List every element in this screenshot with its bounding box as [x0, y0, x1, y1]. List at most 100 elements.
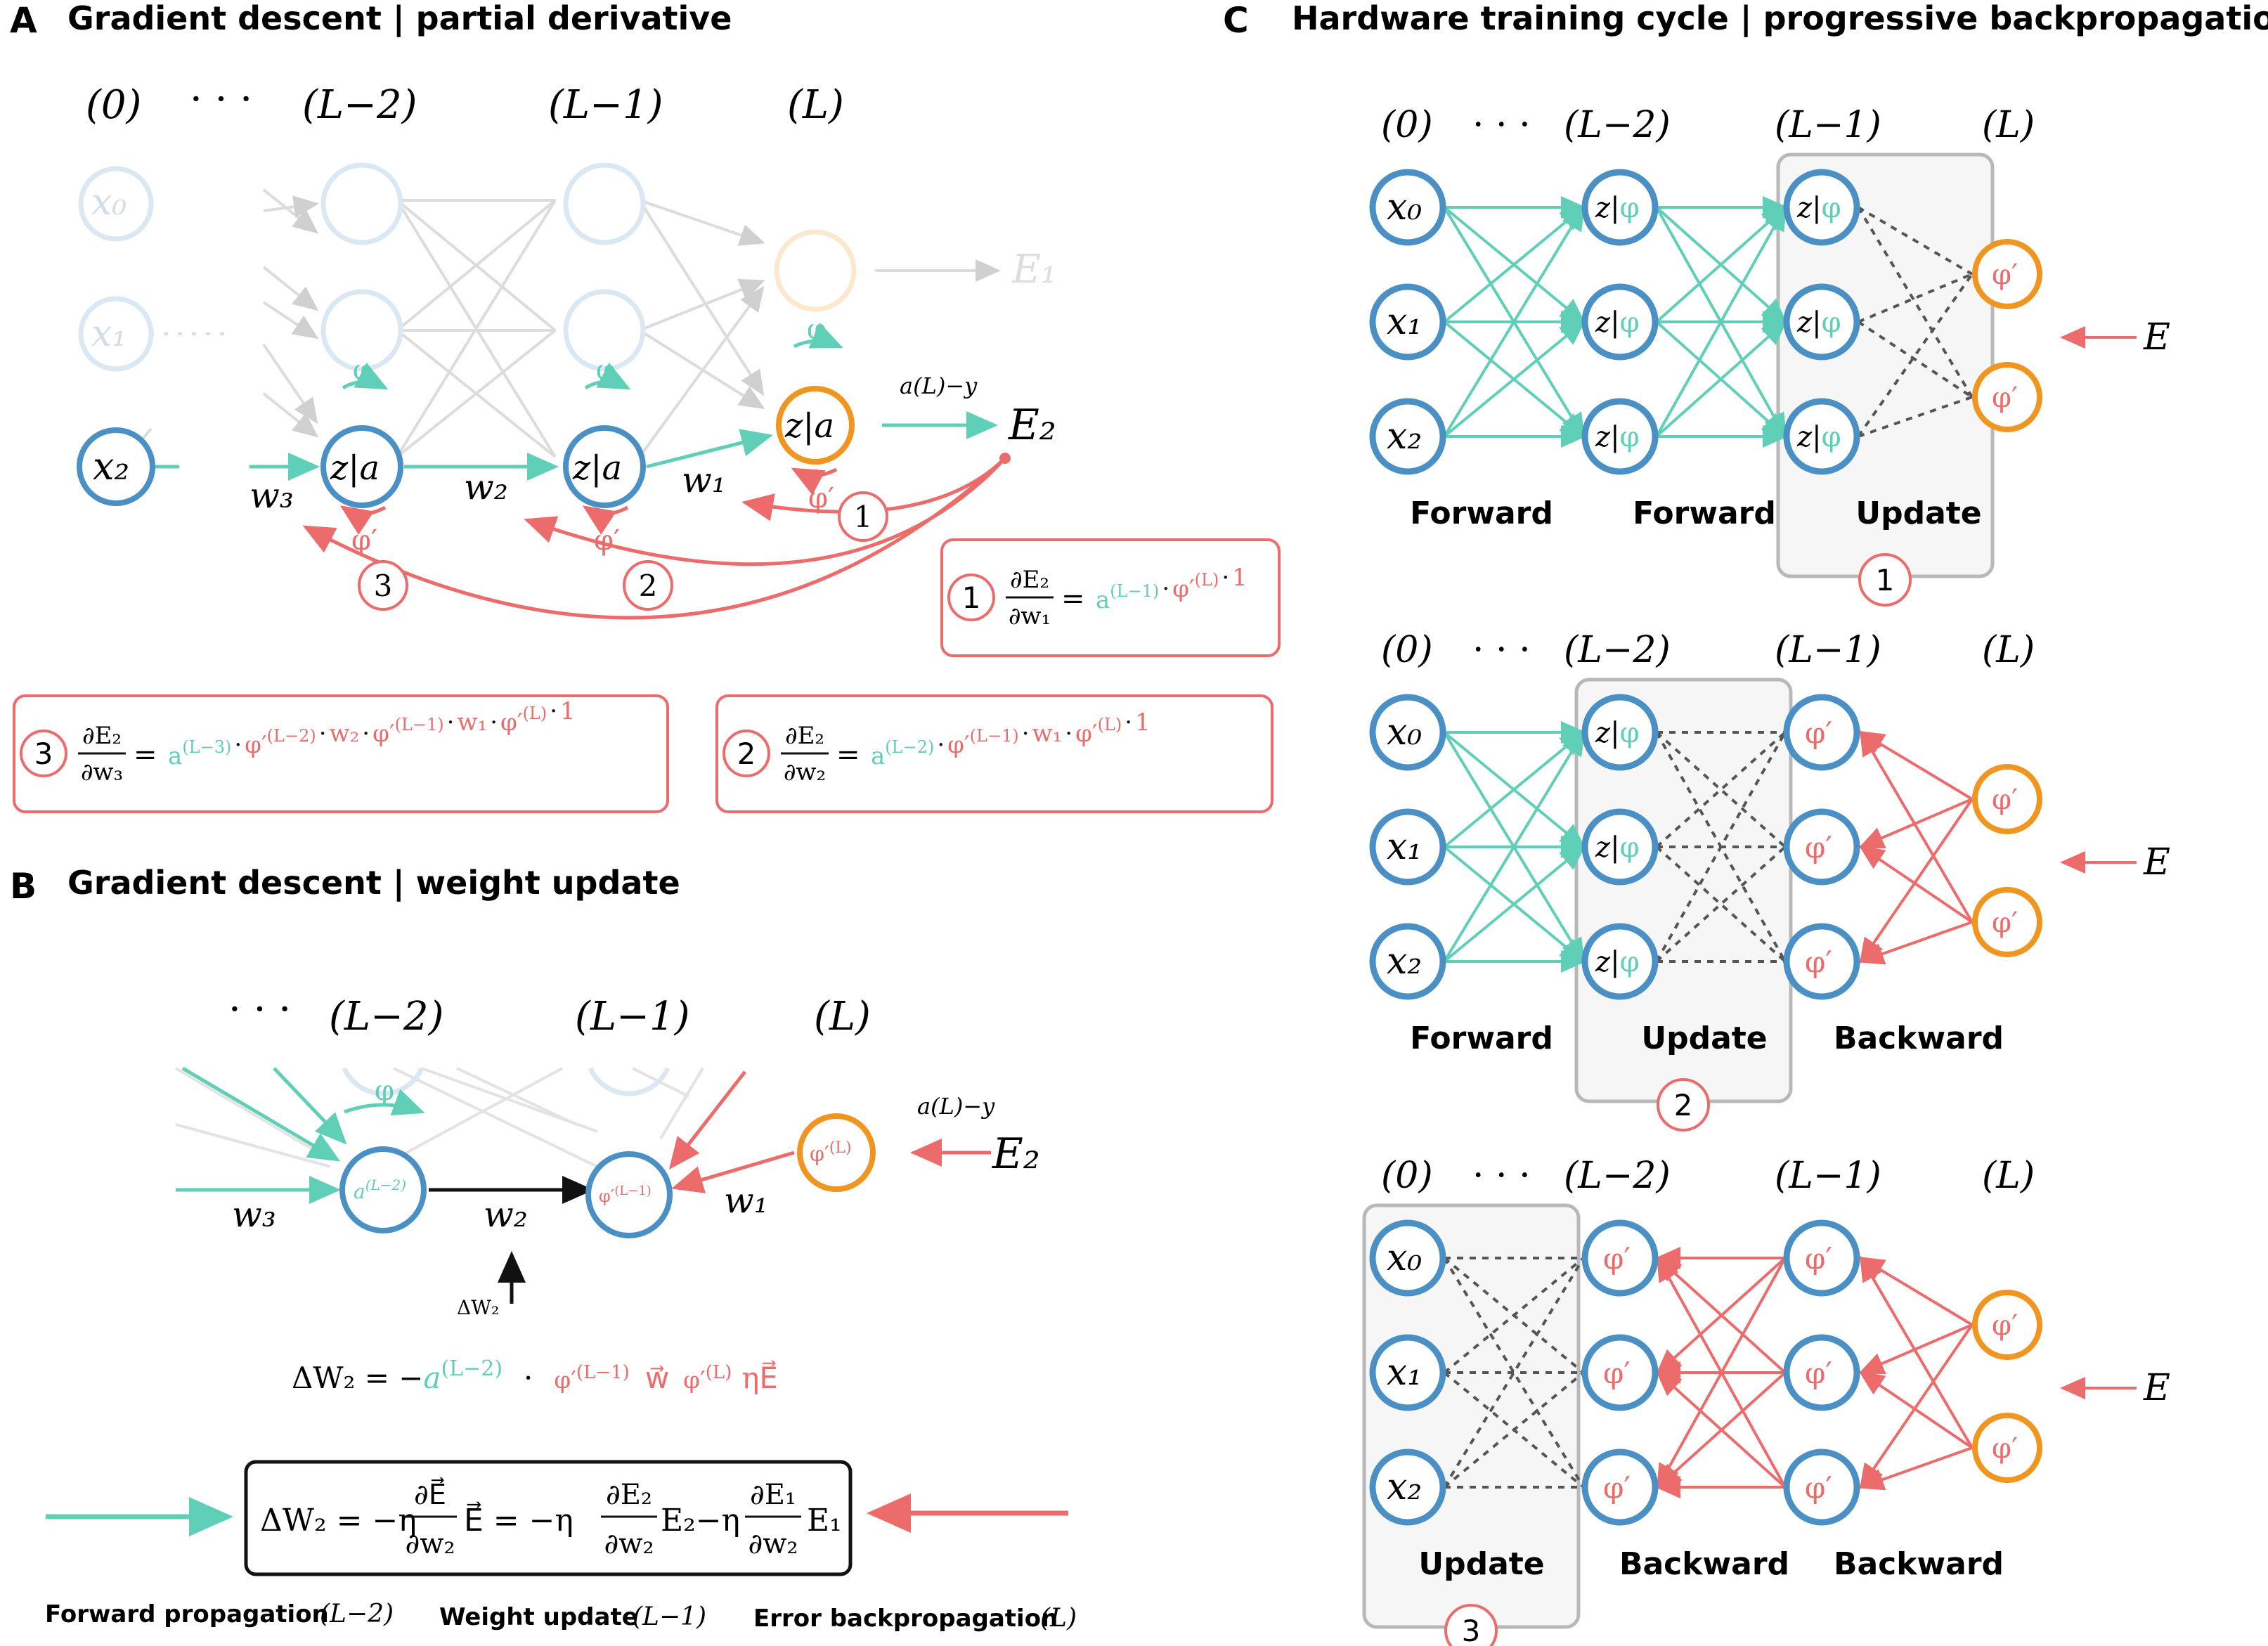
c-node — [1581, 398, 1659, 475]
eq3-denominator: ∂w₃ — [81, 758, 123, 786]
svg-text:E⃗ = −η: E⃗ = −η — [464, 1501, 574, 1538]
layer-label-dots: · · · — [190, 77, 252, 122]
panel-b-layer-labels: · · · (L−2) (L−1) (L) — [228, 987, 871, 1039]
c-stage-label: Forward — [1633, 495, 1776, 531]
c-node — [1581, 283, 1659, 361]
c-node — [1369, 398, 1446, 475]
c-node — [1369, 694, 1446, 771]
panel-b: B Gradient descent | weight update · · ·… — [10, 864, 1077, 1633]
svg-text:∂E₂: ∂E₂ — [606, 1479, 652, 1511]
error-e1: E₁ — [1011, 247, 1056, 292]
legend-forward: Forward propagation — [45, 1600, 329, 1628]
b-weight-w3: w₃ — [232, 1194, 276, 1235]
c-error-label: E — [2143, 1367, 2170, 1409]
c-input-label: x₀ — [1387, 186, 1422, 228]
layer-label-0: (0) — [86, 82, 141, 128]
c-input-label: x₀ — [1387, 711, 1422, 753]
c-layer-label-1: · · · — [1472, 104, 1531, 146]
eq3-numerator: ∂E₂ — [82, 722, 122, 750]
c-node — [1783, 1334, 1860, 1411]
panel-a-backprop-arcs — [302, 457, 1006, 620]
eq3-terms: a(L−3) · φ′(L−2) · w₂ · φ′(L−1) · w₁ · φ′(L) · 1 — [168, 697, 576, 770]
c-output-node — [1972, 362, 2042, 432]
input-node-x2 — [77, 427, 155, 506]
eq1-denominator: ∂w₁ — [1009, 602, 1051, 630]
legend-backprop-layer: (L) — [1040, 1604, 1077, 1633]
c-node — [1369, 1219, 1446, 1297]
c-node — [1581, 1219, 1659, 1297]
panel-b-letter: B — [10, 866, 37, 907]
c-node-zphi-label: z|φ — [1595, 421, 1640, 453]
eq2-marker-label: 2 — [737, 737, 756, 771]
panel-b-title: Gradient descent | weight update — [67, 864, 680, 902]
c-output-node — [1972, 1413, 2042, 1483]
panel-c-row-1: (0) · · · (L−2) (L−1) (L) Ex₀ x₁ x₂ z|φ z|φ z|φ z|φ… — [1369, 104, 2170, 607]
b-node-phi-out — [797, 1113, 876, 1192]
c-node-phi-prime-label: φ′ — [1603, 1241, 1631, 1276]
c-node — [1369, 808, 1446, 886]
c-node — [1369, 169, 1446, 246]
panel-c-row-3: (0) · · · (L−2) (L−1) (L) Ex₀ x₁ x₂ φ′ φ′ φ′ φ′ φ′ φ′… — [1362, 1155, 2170, 1646]
phi-label-l2: φ — [353, 354, 372, 387]
panel-c-rows: (0) · · · (L−2) (L−1) (L) Ex₀ x₁ x₂ z|φ z|φ z|φ z|φ… — [1362, 104, 2170, 1646]
step-marker-3-label: 3 — [374, 569, 393, 603]
c-layer-label-0: (0) — [1381, 629, 1433, 671]
c-input-label: x₁ — [1387, 301, 1422, 343]
c-node-phi-prime-label: φ′ — [1603, 1356, 1631, 1390]
b-weight-w2: w₂ — [484, 1194, 528, 1235]
c-input-label: x₀ — [1387, 1237, 1422, 1279]
c-layer-label-0: (0) — [1381, 1155, 1433, 1197]
c-output-phi-prime-label: φ′ — [1992, 1309, 2018, 1342]
hidden-node-l1-top — [563, 162, 646, 245]
b-node-a — [339, 1146, 427, 1233]
error-e2: E₂ — [1008, 401, 1056, 450]
c-stage-label: Backward — [1834, 1546, 2004, 1582]
error-label: a(L)−y — [900, 372, 978, 399]
c-output-phi-prime-label: φ′ — [1992, 907, 2018, 939]
input-label-x0: x₀ — [91, 181, 127, 223]
panel-c: C Hardware training cycle | progressive … — [1223, 0, 2268, 1646]
node-za-output-label: z|a — [784, 406, 834, 446]
step-marker-3 — [358, 560, 408, 611]
c-output-node — [1972, 764, 2042, 834]
b-layer-l: (L) — [814, 994, 871, 1039]
panel-a-step-markers — [358, 491, 888, 611]
c-node-phi-prime-label: φ′ — [1805, 830, 1832, 864]
c-layer-label-1: · · · — [1472, 629, 1531, 671]
c-node-zphi-label: z|φ — [1595, 831, 1640, 864]
b-phi-label: φ — [375, 1075, 394, 1107]
svg-text:∂w₂: ∂w₂ — [749, 1528, 798, 1560]
b-layer-l1: (L−1) — [575, 994, 689, 1039]
eq2-denominator: ∂w₂ — [784, 758, 826, 786]
c-node — [1783, 283, 1860, 361]
c-node-zphi-label: z|φ — [1595, 306, 1640, 339]
panel-b-faint-connections — [174, 1067, 704, 1168]
c-node-zphi-label: z|φ — [1796, 306, 1841, 339]
c-node — [1783, 1219, 1860, 1297]
input-label-x1: x₁ — [91, 313, 127, 355]
svg-text:∂E₁: ∂E₁ — [750, 1479, 796, 1511]
panel-a-letter: A — [10, 0, 37, 41]
c-node — [1369, 1449, 1446, 1526]
weight-w1: w₁ — [682, 460, 726, 500]
c-node — [1581, 808, 1659, 886]
svg-text:E₂−η: E₂−η — [661, 1503, 740, 1538]
c-output-node — [1972, 239, 2042, 309]
eq2-terms: a(L−2) · φ′(L−1) · w₁ · φ′(L) · 1 — [871, 708, 1151, 770]
panel-a-forward-path — [153, 322, 998, 481]
c-node — [1783, 694, 1860, 771]
c-layer-label-2: (L−2) — [1564, 104, 1671, 146]
node-za-l2-label: z|a — [330, 448, 380, 488]
c-node-phi-prime-label: φ′ — [1805, 1470, 1832, 1505]
c-step-marker-label: 1 — [1876, 563, 1895, 597]
step-marker-2-label: 2 — [639, 569, 658, 603]
weight-w3: w₃ — [250, 475, 294, 516]
c-node — [1783, 398, 1860, 475]
eq3-equals: = — [134, 739, 157, 771]
b-weight-w1: w₁ — [724, 1180, 768, 1221]
c-node-phi-prime-label: φ′ — [1805, 1241, 1832, 1276]
c-layer-label-4: (L) — [1982, 104, 2035, 146]
c-output-node — [1972, 1290, 2042, 1360]
node-za-l1-label: z|a — [572, 448, 622, 488]
